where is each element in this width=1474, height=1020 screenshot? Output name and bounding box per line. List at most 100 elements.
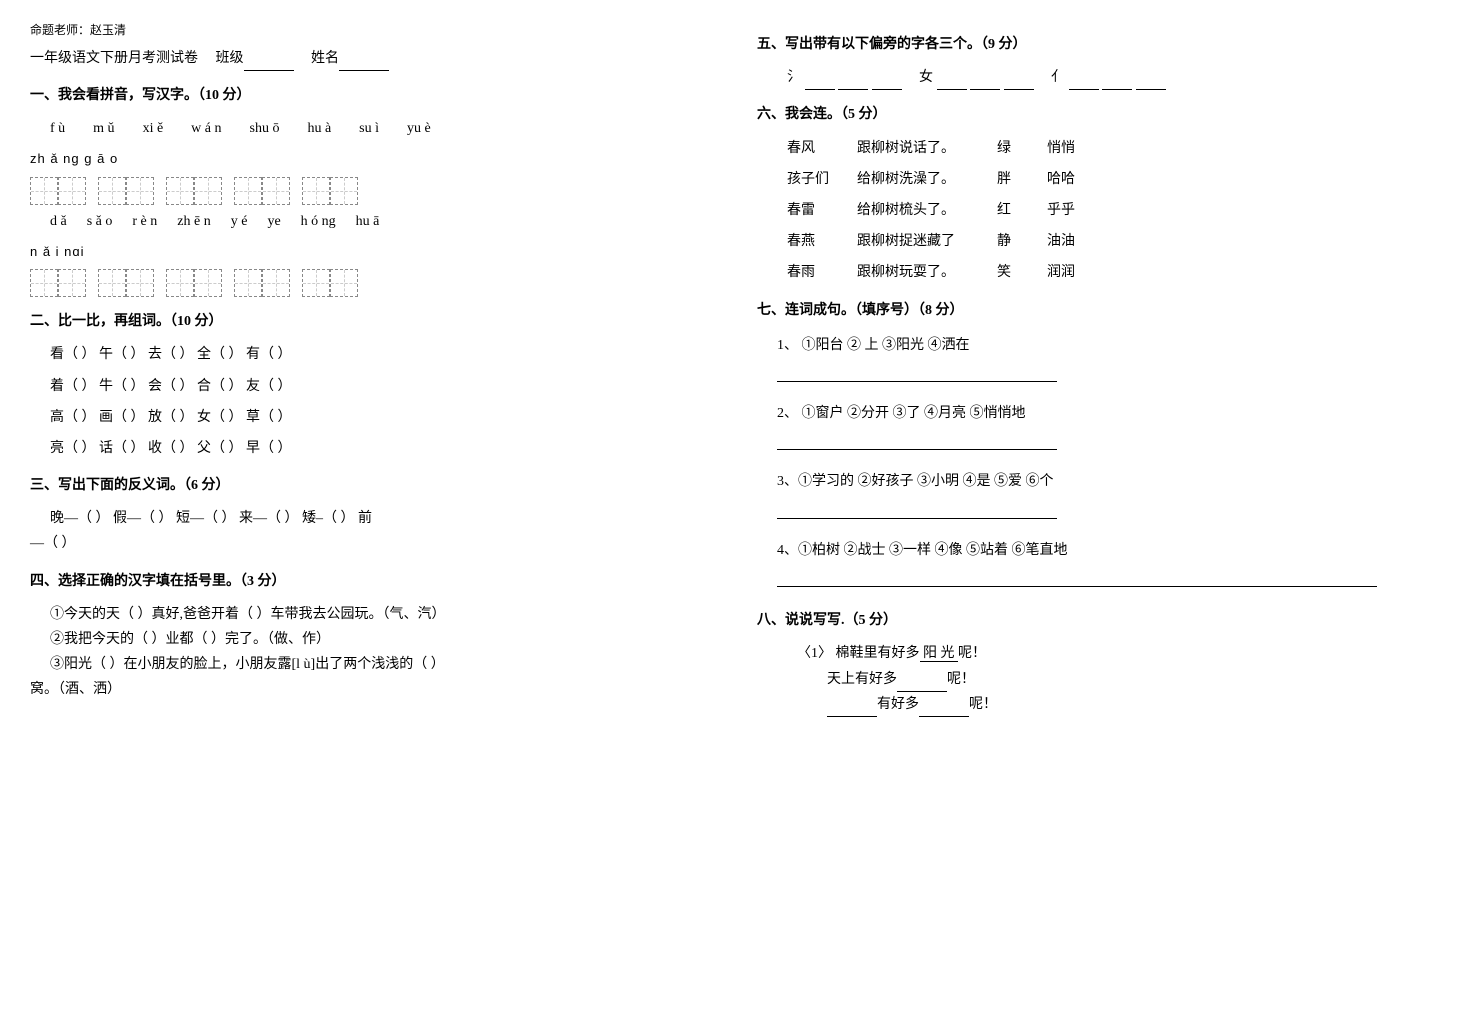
antonym-line: 晚—（ ） 假—（ ） 短—（ ） 来—（ ） 矮–（ ） 前 — [30, 506, 717, 531]
char-box — [166, 269, 194, 297]
compare-item: 高（ ） — [50, 410, 96, 425]
sentence-q1: 1、 ①阳台 ② 上 ③阳光 ④洒在 — [757, 333, 1444, 391]
match-cell: 润润 — [1047, 260, 1107, 285]
pinyin-item: h ó ng — [301, 209, 336, 234]
match-row: 春雷 给柳树梳头了。 红 乎乎 — [757, 198, 1444, 223]
match-cell: 笑 — [997, 260, 1047, 285]
compare-row: 看（ ） 午（ ） 去（ ） 全（ ） 有（ ） — [30, 342, 717, 367]
radical-blank — [1136, 74, 1166, 90]
sentence-q4: 4、①柏树 ②战士 ③一样 ④像 ⑤站着 ⑥笔直地 — [757, 538, 1444, 596]
pinyin-row-1: f ù m ǔ xi ě w á n shu ō hu à su ì yu è — [30, 116, 717, 141]
pinyin-item: zh ē n — [177, 209, 210, 234]
compare-item: 合（ ） — [197, 379, 243, 394]
radical-blank — [872, 74, 902, 90]
sentence-q1-text: 1、 ①阳台 ② 上 ③阳光 ④洒在 — [777, 333, 1444, 358]
radical-blank — [970, 74, 1000, 90]
choice-item-3: ③阳光（ ）在小朋友的脸上，小朋友露[l ù]出了两个浅浅的（ ） — [30, 652, 717, 677]
pinyin-item: d ǎ — [50, 209, 67, 234]
name-label: 姓名 — [311, 51, 339, 66]
pinyin-row-4: n ǎ i nɑi — [30, 240, 717, 263]
char-grid-row-2 — [30, 269, 717, 297]
char-box — [330, 177, 358, 205]
char-box — [126, 177, 154, 205]
char-box — [126, 269, 154, 297]
exam-title: 一年级语文下册月考测试卷 — [30, 51, 198, 66]
radical: 女 — [919, 70, 933, 85]
char-box — [234, 269, 262, 297]
radical: 氵 — [787, 70, 801, 85]
sentence-q2-text: 2、 ①窗户 ②分开 ③了 ④月亮 ⑤悄悄地 — [777, 401, 1444, 426]
right-column: 五、写出带有以下偏旁的字各三个。（9 分） 氵 女 亻 六、我会连。（5 分） … — [757, 20, 1444, 717]
compare-item: 友（ ） — [246, 379, 292, 394]
say-write-pre: 〈1〉 棉鞋里有好多 — [797, 646, 920, 661]
sentence-q3-text: 3、①学习的 ②好孩子 ③小明 ④是 ⑤爱 ⑥个 — [777, 469, 1444, 494]
char-box — [262, 177, 290, 205]
match-cell: 孩子们 — [787, 167, 857, 192]
match-cell: 春风 — [787, 136, 857, 161]
exam-title-line: 一年级语文下册月考测试卷 班级 姓名 — [30, 46, 717, 71]
char-box — [30, 177, 58, 205]
pinyin-row-3: d ǎ s ǎ o r è n zh ē n y é ye h ó ng hu … — [30, 209, 717, 234]
section-1-title: 一、我会看拼音，写汉字。（10 分） — [30, 83, 717, 108]
say-write-post: 呢！ — [958, 646, 986, 661]
compare-item: 午（ ） — [99, 347, 145, 362]
compare-item: 草（ ） — [246, 410, 292, 425]
radical-blank — [1102, 74, 1132, 90]
pinyin-item: m ǔ — [93, 116, 114, 141]
left-column: 命题老师：赵玉清 一年级语文下册月考测试卷 班级 姓名 一、我会看拼音，写汉字。… — [30, 20, 717, 717]
compare-item: 收（ ） — [148, 441, 194, 456]
match-cell: 跟柳树捉迷藏了 — [857, 229, 997, 254]
pinyin-item: shu ō — [250, 116, 280, 141]
match-cell: 给柳树洗澡了。 — [857, 167, 997, 192]
fill-blank — [919, 701, 969, 717]
match-cell: 哈哈 — [1047, 167, 1107, 192]
compare-item: 会（ ） — [148, 379, 194, 394]
match-row: 春风 跟柳树说话了。 绿 悄悄 — [757, 136, 1444, 161]
radical: 亻 — [1051, 70, 1065, 85]
sentence-q2: 2、 ①窗户 ②分开 ③了 ④月亮 ⑤悄悄地 — [757, 401, 1444, 459]
compare-row: 亮（ ） 话（ ） 收（ ） 父（ ） 早（ ） — [30, 436, 717, 461]
char-box — [98, 177, 126, 205]
radical-blank — [1069, 74, 1099, 90]
compare-item: 放（ ） — [148, 410, 194, 425]
class-label: 班级 — [216, 51, 244, 66]
radical-blank — [838, 74, 868, 90]
compare-item: 牛（ ） — [99, 379, 145, 394]
match-cell: 乎乎 — [1047, 198, 1107, 223]
compare-item: 女（ ） — [197, 410, 243, 425]
match-cell: 春雨 — [787, 260, 857, 285]
say-write-line-2: 天上有好多呢！ — [757, 667, 1444, 692]
section-4-title: 四、选择正确的汉字填在括号里。（3 分） — [30, 569, 717, 594]
choice-item-3-tail: 窝。（酒、洒） — [30, 677, 717, 702]
match-cell: 春燕 — [787, 229, 857, 254]
match-cell: 跟柳树玩耍了。 — [857, 260, 997, 285]
section-3-title: 三、写出下面的反义词。（6 分） — [30, 473, 717, 498]
char-box — [194, 177, 222, 205]
char-box — [166, 177, 194, 205]
section-8-title: 八、说说写写.（5 分） — [757, 608, 1444, 633]
char-box — [98, 269, 126, 297]
match-row: 春雨 跟柳树玩耍了。 笑 润润 — [757, 260, 1444, 285]
radical-blank — [805, 74, 835, 90]
pinyin-item: w á n — [191, 116, 221, 141]
compare-item: 去（ ） — [148, 347, 194, 362]
char-box — [302, 269, 330, 297]
char-box — [262, 269, 290, 297]
match-cell: 油油 — [1047, 229, 1107, 254]
choice-item-1: ①今天的天（ ）真好,爸爸开着（ ）车带我去公园玩。（气、汽） — [30, 602, 717, 627]
antonym-line-tail: —（ ） — [30, 531, 717, 556]
say-write-post: 呢！ — [947, 672, 975, 687]
section-6-title: 六、我会连。（5 分） — [757, 102, 1444, 127]
match-cell: 春雷 — [787, 198, 857, 223]
answer-line — [777, 366, 1057, 382]
answer-line — [777, 571, 1377, 587]
char-box — [302, 177, 330, 205]
pinyin-item: yu è — [407, 116, 431, 141]
compare-row: 高（ ） 画（ ） 放（ ） 女（ ） 草（ ） — [30, 405, 717, 430]
compare-item: 看（ ） — [50, 347, 96, 362]
match-cell: 红 — [997, 198, 1047, 223]
radical-blank — [1004, 74, 1034, 90]
match-cell: 悄悄 — [1047, 136, 1107, 161]
compare-item: 画（ ） — [99, 410, 145, 425]
match-cell: 静 — [997, 229, 1047, 254]
